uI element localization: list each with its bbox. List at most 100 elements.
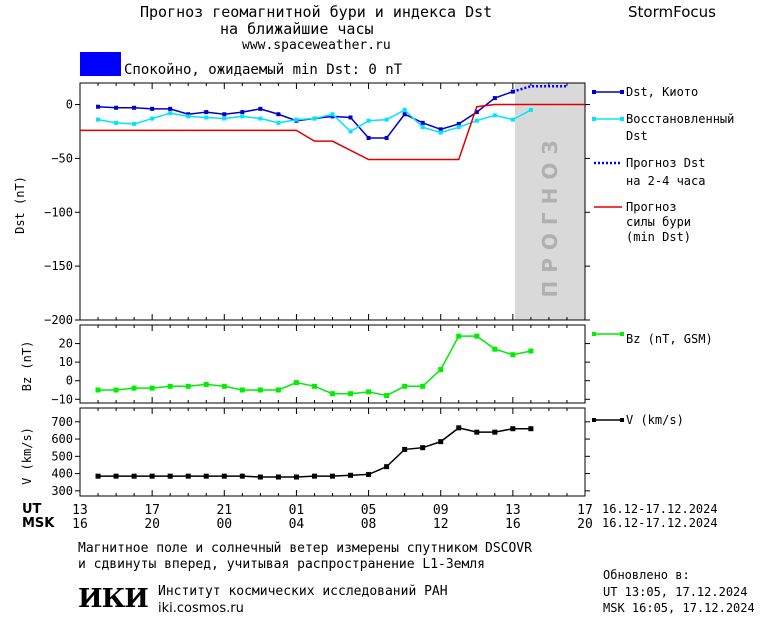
dst-data-point: [384, 135, 389, 140]
dst-data-point: [96, 117, 101, 122]
forecast-band-label: ПРОГНОЗ: [538, 132, 562, 298]
legend-forecast-line1: Прогноз Dst: [626, 156, 706, 170]
msk-tick-label: 16: [505, 517, 521, 532]
v-data-point: [131, 473, 137, 479]
v-data-point: [311, 473, 317, 479]
legend-restored-line1: Восстановленный: [626, 112, 735, 126]
dst-data-point: [258, 106, 263, 111]
bz-data-point: [221, 383, 227, 389]
v-data-point: [438, 439, 444, 445]
v-data-point: [402, 446, 408, 452]
v-data-point: [420, 445, 426, 451]
bz-data-point: [311, 383, 317, 389]
msk-tick-label: 08: [361, 517, 377, 532]
bz-data-point: [239, 387, 245, 393]
bz-data-point: [131, 385, 137, 391]
v-data-point: [366, 471, 372, 477]
dst-y-tick-label: 0: [66, 98, 73, 112]
updated-ut: UT 13:05, 17.12.2024: [603, 585, 748, 599]
legend-storm-line1: Прогноз: [626, 200, 677, 214]
v-data-point: [275, 474, 281, 480]
institute-name: Институт космических исследований РАН: [158, 584, 448, 599]
bz-y-tick-label: −10: [51, 392, 73, 406]
msk-tick-label: 20: [577, 517, 593, 532]
legend-storm-line2: силы бури: [626, 215, 692, 229]
dst-data-point: [186, 112, 191, 117]
v-data-point: [203, 473, 209, 479]
dst-data-point: [402, 107, 407, 112]
brand-name: StormFocus: [628, 3, 716, 21]
site-url[interactable]: www.spaceweather.ru: [242, 38, 391, 53]
dst-data-point: [384, 117, 389, 122]
note-line1: Магнитное поле и солнечный ветер измерен…: [78, 541, 532, 556]
dst-data-point: [402, 112, 407, 117]
v-data-point: [456, 425, 462, 431]
msk-tick-label: 16: [72, 517, 88, 532]
dst-data-point: [366, 135, 371, 140]
bz-data-point: [95, 387, 101, 393]
ut-axis-label: UT: [22, 502, 42, 517]
v-data-point: [293, 474, 299, 480]
status-swatch: [80, 52, 121, 76]
dst-data-point: [276, 120, 281, 125]
dst-data-point: [240, 110, 245, 115]
ut-tick-label: 09: [433, 503, 449, 518]
v-data-point: [474, 429, 480, 435]
ut-date-range: 16.12-17.12.2024: [602, 502, 718, 516]
v-data-point: [167, 473, 173, 479]
v-data-point: [528, 426, 534, 432]
dst-data-point: [438, 130, 443, 135]
v-data-point: [257, 474, 263, 480]
bz-y-tick-label: 10: [59, 355, 73, 369]
dst-data-point: [186, 114, 191, 119]
bz-data-point: [293, 380, 299, 386]
dst-data-point: [240, 114, 245, 119]
updated-msk: MSK 16:05, 17.12.2024: [603, 601, 755, 615]
dst-data-point: [132, 121, 137, 126]
msk-date-range: 16.12-17.12.2024: [602, 516, 718, 530]
ut-tick-label: 17: [144, 503, 160, 518]
dst-data-point: [258, 116, 263, 121]
institute-site[interactable]: iki.cosmos.ru: [158, 601, 244, 616]
v-data-point: [95, 473, 101, 479]
bz-data-point: [438, 367, 444, 373]
dst-data-point: [438, 127, 443, 132]
ut-tick-label: 13: [505, 503, 521, 518]
dst-data-point: [150, 116, 155, 121]
dst-data-point: [348, 129, 353, 134]
bz-data-point: [330, 391, 335, 397]
v-data-point: [492, 429, 498, 435]
dst-data-point: [312, 116, 317, 121]
dst-data-point: [456, 125, 461, 130]
bz-data-point: [113, 387, 119, 393]
page-subtitle: на ближайшие часы: [220, 20, 374, 38]
legend-swatches-2: [592, 332, 624, 422]
dst-data-point: [420, 120, 425, 125]
bz-data-point: [384, 393, 390, 399]
status-text: Спокойно, ожидаемый min Dst: 0 nT: [124, 62, 403, 78]
note-line2: и сдвинуты вперед, учитывая распростране…: [78, 557, 485, 572]
bz-data-point: [492, 346, 498, 352]
legend-restored-line2: Dst: [626, 129, 648, 143]
dst-axis-label: Dst (nT): [13, 176, 27, 234]
dst-data-point: [510, 117, 515, 122]
ut-tick-label: 13: [72, 503, 88, 518]
dst-y-tick-label: −50: [51, 151, 73, 165]
bz-data-point: [257, 387, 263, 393]
v-data-point: [384, 464, 390, 470]
dst-data-point: [222, 112, 227, 117]
v-data-point: [113, 473, 119, 479]
dst-data-point: [204, 110, 209, 115]
v-panel-frame: [79, 407, 586, 497]
dst-data-point: [528, 107, 533, 112]
legend-bz: Bz (nT, GSM): [626, 332, 713, 346]
dst-data-point: [474, 118, 479, 123]
v-y-tick-label: 600: [51, 432, 73, 446]
legend-swatches: [592, 90, 624, 208]
iki-logo: ИКИ: [78, 584, 149, 614]
msk-tick-label: 00: [216, 517, 232, 532]
dst-data-point: [330, 114, 335, 119]
msk-tick-label: 20: [144, 517, 160, 532]
ut-tick-label: 01: [289, 503, 305, 518]
v-series-line: [98, 427, 531, 478]
